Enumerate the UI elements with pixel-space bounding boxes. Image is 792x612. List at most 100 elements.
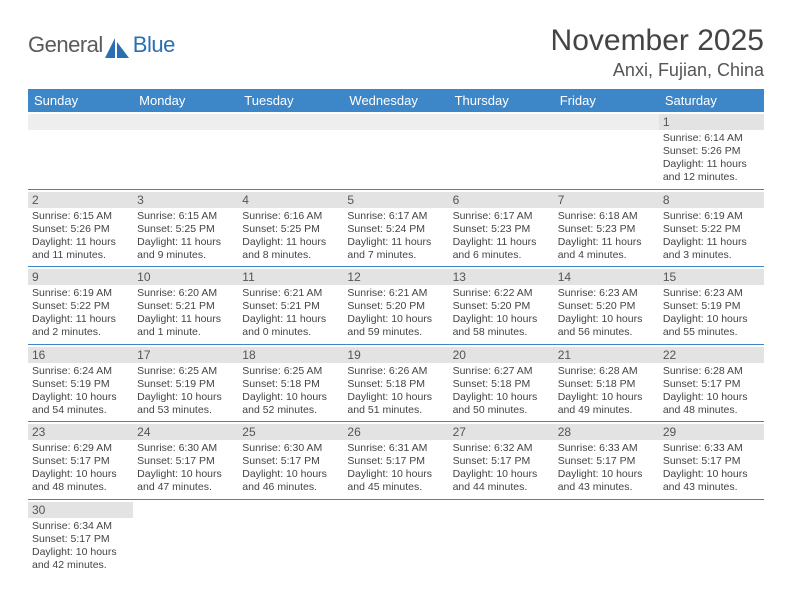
sunset-text: Sunset: 5:17 PM xyxy=(453,455,550,468)
location-text: Anxi, Fujian, China xyxy=(551,60,764,81)
sunrise-text: Sunrise: 6:29 AM xyxy=(32,442,129,455)
sunset-text: Sunset: 5:21 PM xyxy=(242,300,339,313)
day-number: 10 xyxy=(133,269,238,285)
sunset-text: Sunset: 5:18 PM xyxy=(558,378,655,391)
day-number: 27 xyxy=(449,424,554,440)
daylight-text: Daylight: 11 hours xyxy=(347,236,444,249)
sunrise-text: Sunrise: 6:25 AM xyxy=(137,365,234,378)
day-number: 28 xyxy=(554,424,659,440)
sunset-text: Sunset: 5:22 PM xyxy=(663,223,760,236)
empty-day-cell xyxy=(554,500,659,577)
day-cell: 11Sunrise: 6:21 AMSunset: 5:21 PMDayligh… xyxy=(238,267,343,344)
day-number: 8 xyxy=(659,192,764,208)
daylight-text: Daylight: 11 hours xyxy=(663,158,760,171)
week-row: 1Sunrise: 6:14 AMSunset: 5:26 PMDaylight… xyxy=(28,112,764,190)
daylight-text: Daylight: 10 hours xyxy=(558,313,655,326)
sunset-text: Sunset: 5:17 PM xyxy=(663,378,760,391)
sunset-text: Sunset: 5:25 PM xyxy=(137,223,234,236)
day-number: 17 xyxy=(133,347,238,363)
daylight-text: Daylight: 11 hours xyxy=(453,236,550,249)
sunrise-text: Sunrise: 6:17 AM xyxy=(453,210,550,223)
day-cell: 26Sunrise: 6:31 AMSunset: 5:17 PMDayligh… xyxy=(343,422,448,499)
day-cell: 27Sunrise: 6:32 AMSunset: 5:17 PMDayligh… xyxy=(449,422,554,499)
day-number: 22 xyxy=(659,347,764,363)
day-number: 19 xyxy=(343,347,448,363)
sunrise-text: Sunrise: 6:17 AM xyxy=(347,210,444,223)
sunset-text: Sunset: 5:23 PM xyxy=(453,223,550,236)
day-cell: 5Sunrise: 6:17 AMSunset: 5:24 PMDaylight… xyxy=(343,190,448,267)
day-cell: 9Sunrise: 6:19 AMSunset: 5:22 PMDaylight… xyxy=(28,267,133,344)
daylight-text: and 1 minute. xyxy=(137,326,234,339)
daylight-text: and 7 minutes. xyxy=(347,249,444,262)
daylight-text: Daylight: 10 hours xyxy=(242,468,339,481)
empty-day-cell xyxy=(238,500,343,577)
week-row: 16Sunrise: 6:24 AMSunset: 5:19 PMDayligh… xyxy=(28,345,764,423)
daylight-text: and 45 minutes. xyxy=(347,481,444,494)
empty-day-cell xyxy=(449,500,554,577)
empty-day-cell xyxy=(28,112,133,189)
blank-bar xyxy=(238,114,343,130)
daylight-text: Daylight: 10 hours xyxy=(453,313,550,326)
daylight-text: and 58 minutes. xyxy=(453,326,550,339)
logo-text-blue: Blue xyxy=(133,32,175,58)
sunset-text: Sunset: 5:17 PM xyxy=(242,455,339,468)
daylight-text: Daylight: 11 hours xyxy=(242,313,339,326)
daylight-text: Daylight: 10 hours xyxy=(347,468,444,481)
day-number: 24 xyxy=(133,424,238,440)
day-number: 29 xyxy=(659,424,764,440)
sunrise-text: Sunrise: 6:30 AM xyxy=(242,442,339,455)
sunset-text: Sunset: 5:20 PM xyxy=(453,300,550,313)
blank-bar xyxy=(449,114,554,130)
day-cell: 8Sunrise: 6:19 AMSunset: 5:22 PMDaylight… xyxy=(659,190,764,267)
day-number: 20 xyxy=(449,347,554,363)
calendar-grid: SundayMondayTuesdayWednesdayThursdayFrid… xyxy=(28,89,764,576)
blank-bar xyxy=(28,114,133,130)
sunset-text: Sunset: 5:17 PM xyxy=(558,455,655,468)
daylight-text: Daylight: 10 hours xyxy=(663,313,760,326)
sunrise-text: Sunrise: 6:15 AM xyxy=(32,210,129,223)
day-number: 2 xyxy=(28,192,133,208)
daylight-text: Daylight: 10 hours xyxy=(137,468,234,481)
day-cell: 4Sunrise: 6:16 AMSunset: 5:25 PMDaylight… xyxy=(238,190,343,267)
sunrise-text: Sunrise: 6:33 AM xyxy=(558,442,655,455)
daylight-text: Daylight: 10 hours xyxy=(347,313,444,326)
daylight-text: Daylight: 11 hours xyxy=(663,236,760,249)
dow-cell: Sunday xyxy=(28,89,133,112)
daylight-text: and 4 minutes. xyxy=(558,249,655,262)
day-number: 9 xyxy=(28,269,133,285)
daylight-text: and 43 minutes. xyxy=(558,481,655,494)
sunset-text: Sunset: 5:24 PM xyxy=(347,223,444,236)
weeks-container: 1Sunrise: 6:14 AMSunset: 5:26 PMDaylight… xyxy=(28,112,764,576)
sunrise-text: Sunrise: 6:23 AM xyxy=(558,287,655,300)
sunset-text: Sunset: 5:17 PM xyxy=(663,455,760,468)
sunrise-text: Sunrise: 6:16 AM xyxy=(242,210,339,223)
daylight-text: Daylight: 10 hours xyxy=(663,468,760,481)
daylight-text: Daylight: 10 hours xyxy=(32,468,129,481)
month-title: November 2025 xyxy=(551,24,764,58)
day-cell: 16Sunrise: 6:24 AMSunset: 5:19 PMDayligh… xyxy=(28,345,133,422)
day-number: 11 xyxy=(238,269,343,285)
sunrise-text: Sunrise: 6:22 AM xyxy=(453,287,550,300)
daylight-text: Daylight: 10 hours xyxy=(558,391,655,404)
sunrise-text: Sunrise: 6:27 AM xyxy=(453,365,550,378)
sunrise-text: Sunrise: 6:15 AM xyxy=(137,210,234,223)
day-cell: 10Sunrise: 6:20 AMSunset: 5:21 PMDayligh… xyxy=(133,267,238,344)
day-number: 1 xyxy=(659,114,764,130)
week-row: 23Sunrise: 6:29 AMSunset: 5:17 PMDayligh… xyxy=(28,422,764,500)
daylight-text: Daylight: 10 hours xyxy=(242,391,339,404)
sunset-text: Sunset: 5:17 PM xyxy=(347,455,444,468)
sunset-text: Sunset: 5:21 PM xyxy=(137,300,234,313)
dow-cell: Thursday xyxy=(449,89,554,112)
day-cell: 7Sunrise: 6:18 AMSunset: 5:23 PMDaylight… xyxy=(554,190,659,267)
day-cell: 30Sunrise: 6:34 AMSunset: 5:17 PMDayligh… xyxy=(28,500,133,577)
sunrise-text: Sunrise: 6:30 AM xyxy=(137,442,234,455)
sunset-text: Sunset: 5:25 PM xyxy=(242,223,339,236)
sunrise-text: Sunrise: 6:34 AM xyxy=(32,520,129,533)
empty-day-cell xyxy=(554,112,659,189)
dow-cell: Saturday xyxy=(659,89,764,112)
daylight-text: and 56 minutes. xyxy=(558,326,655,339)
day-cell: 18Sunrise: 6:25 AMSunset: 5:18 PMDayligh… xyxy=(238,345,343,422)
day-number: 23 xyxy=(28,424,133,440)
day-cell: 24Sunrise: 6:30 AMSunset: 5:17 PMDayligh… xyxy=(133,422,238,499)
day-number: 13 xyxy=(449,269,554,285)
